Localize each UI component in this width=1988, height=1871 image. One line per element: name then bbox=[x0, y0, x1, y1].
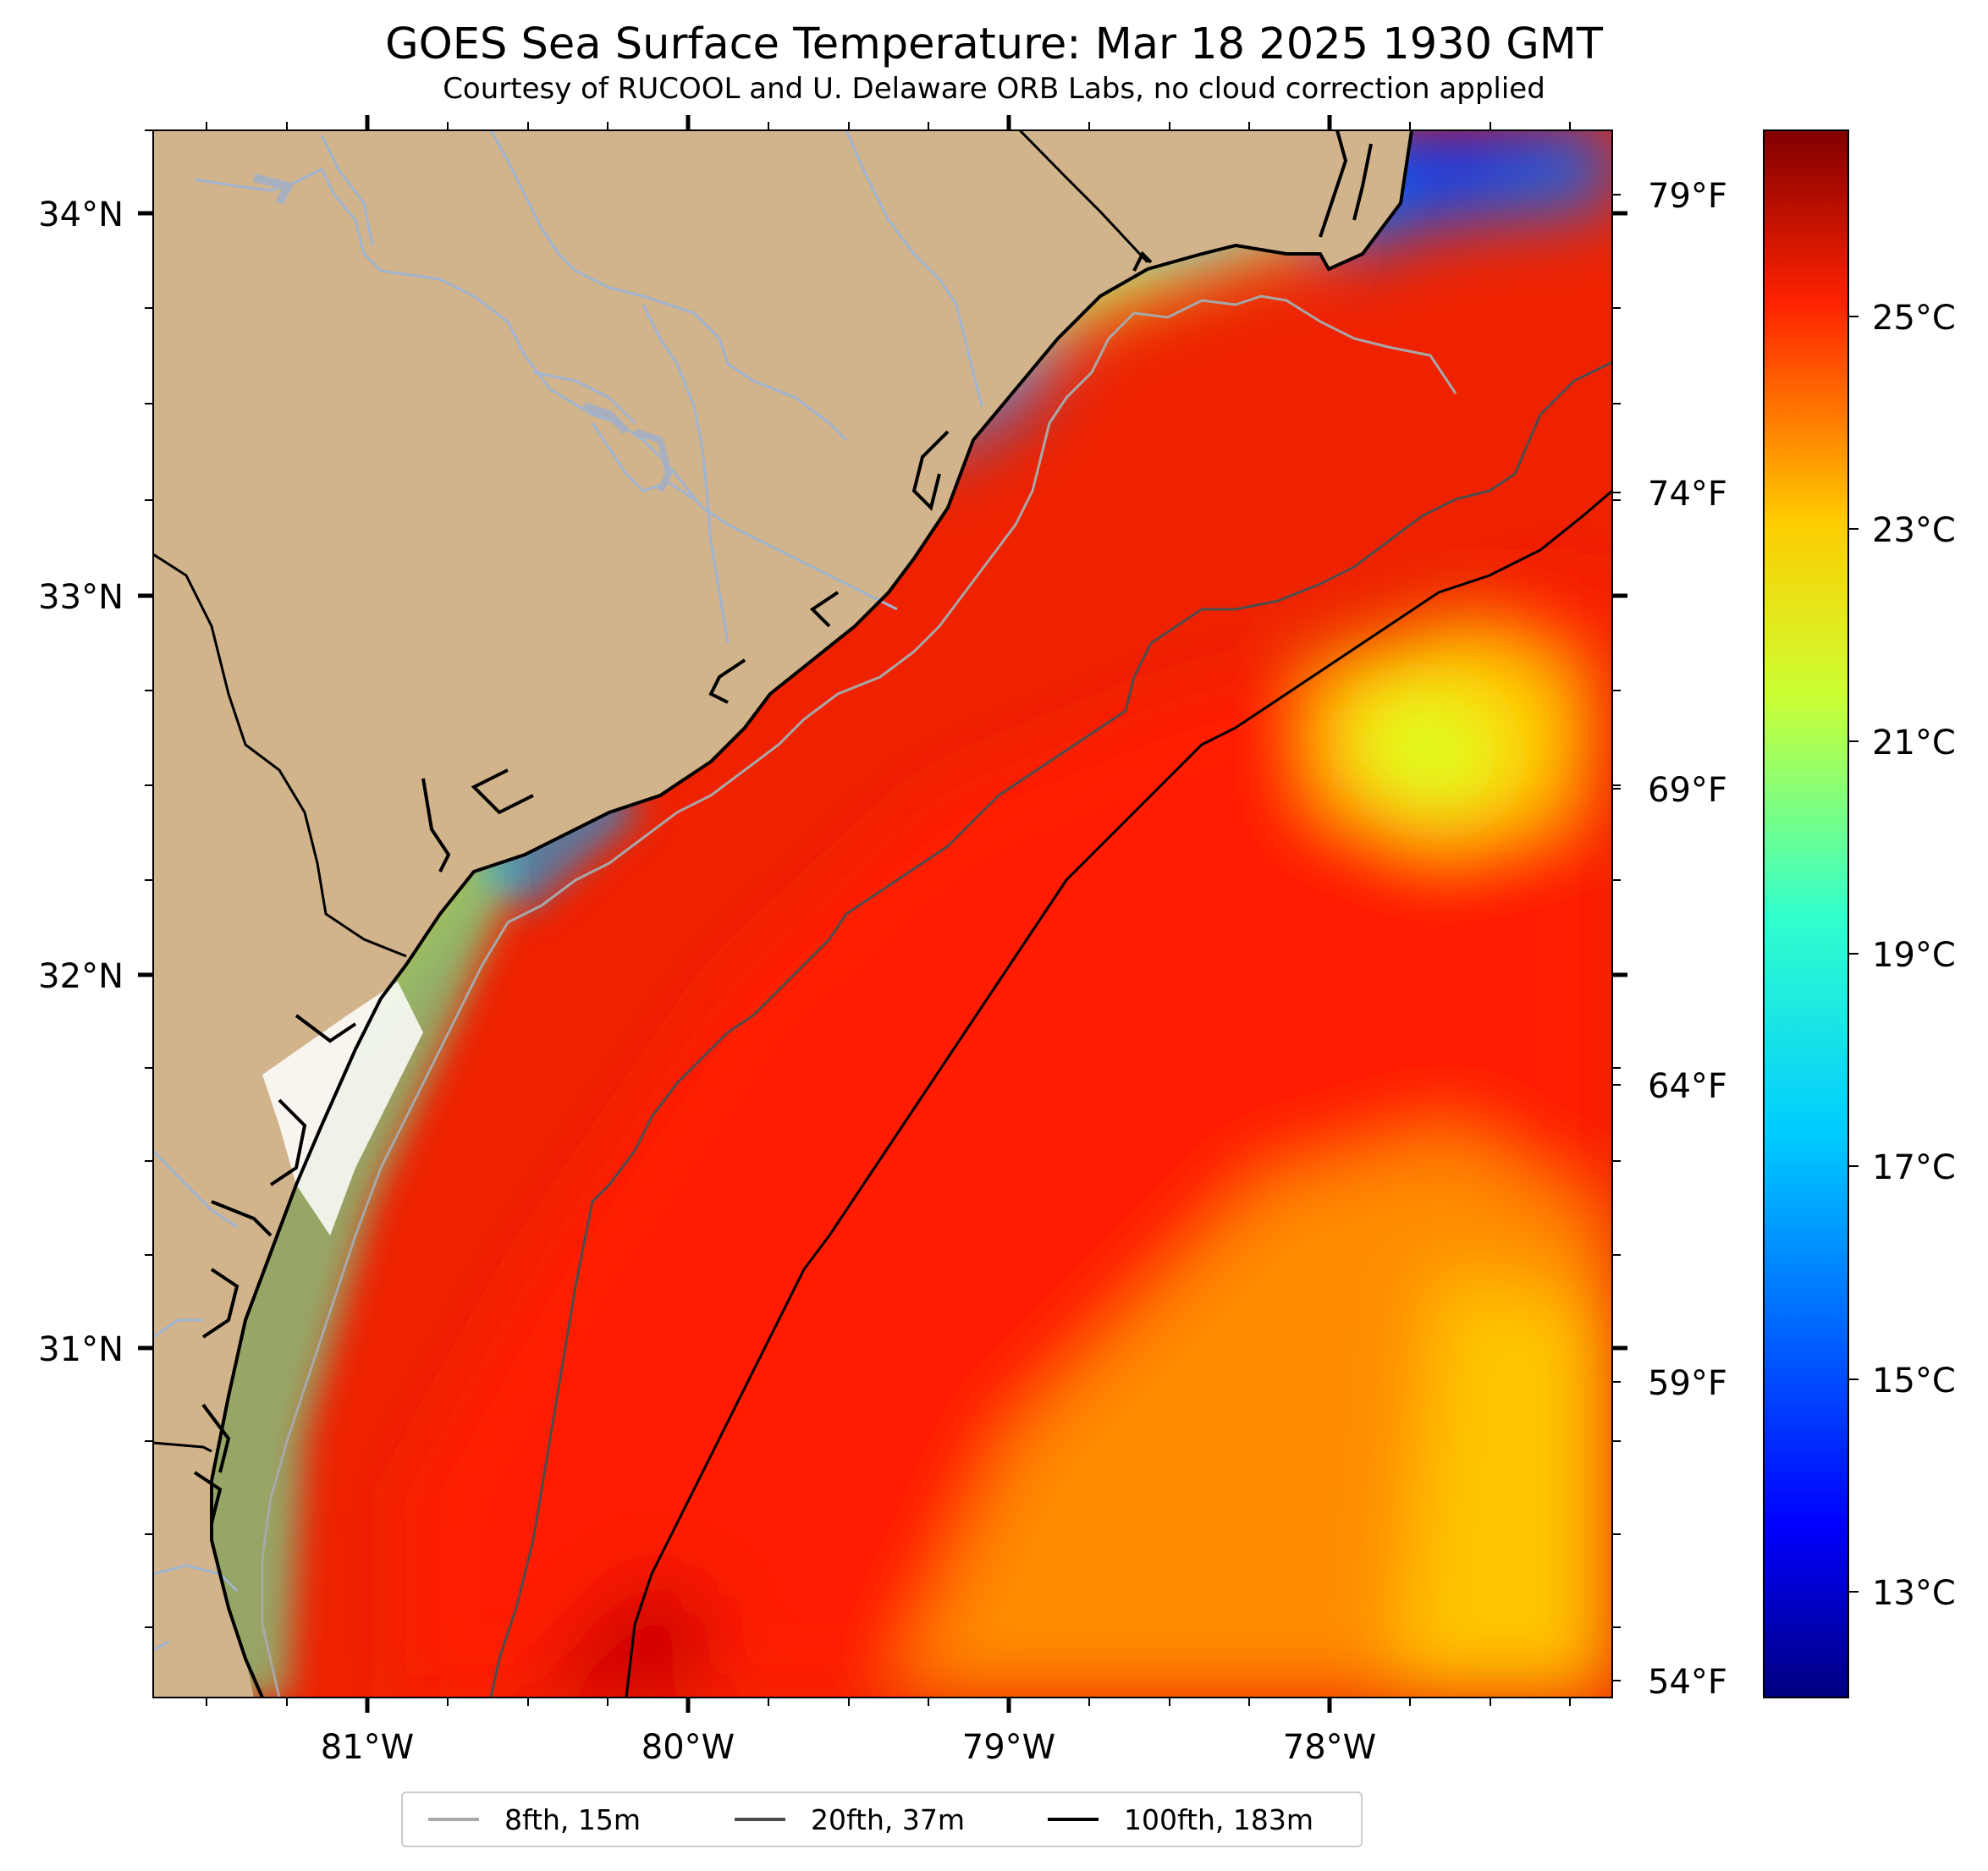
legend-label-100fth: 100fth, 183m bbox=[1124, 1802, 1313, 1836]
f-label-59: 59°F bbox=[1648, 1364, 1727, 1403]
cb-label-19c: 19°C bbox=[1872, 936, 1956, 975]
legend-label-8fth: 8fth, 15m bbox=[504, 1802, 642, 1836]
f-label-74: 74°F bbox=[1648, 475, 1727, 514]
fahrenheit-labels: 79°F 74°F 69°F 64°F 59°F 54°F bbox=[1648, 177, 1727, 1702]
lon-ticks bbox=[206, 115, 1571, 1713]
cb-label-15c: 15°C bbox=[1872, 1362, 1956, 1400]
colorbar-ticks bbox=[1848, 316, 1859, 1593]
f-label-79: 79°F bbox=[1648, 177, 1727, 216]
f-label-54: 54°F bbox=[1648, 1663, 1727, 1702]
bathymetry-contours bbox=[261, 294, 1612, 1698]
f-label-64: 64°F bbox=[1648, 1067, 1727, 1106]
lat-label-32n: 32°N bbox=[38, 957, 124, 996]
legend: 8fth, 15m 20fth, 37m 100fth, 183m bbox=[401, 1791, 1363, 1847]
lat-minor-ticks bbox=[145, 129, 1621, 1628]
chart-subtitle: Courtesy of RUCOOL and U. Delaware ORB L… bbox=[443, 72, 1545, 106]
lon-label-78w: 78°W bbox=[1283, 1728, 1376, 1767]
lon-label-79w: 79°W bbox=[962, 1728, 1055, 1767]
cb-label-13c: 13°C bbox=[1872, 1574, 1956, 1613]
legend-swatch-100fth bbox=[1048, 1818, 1099, 1821]
legend-label-20fth: 20fth, 37m bbox=[811, 1802, 965, 1836]
lon-label-81w: 81°W bbox=[321, 1728, 414, 1767]
chart-title: GOES Sea Surface Temperature: Mar 18 202… bbox=[385, 19, 1603, 69]
cb-label-23c: 23°C bbox=[1872, 511, 1956, 550]
contour-8fth bbox=[261, 294, 1457, 1698]
map-frame bbox=[152, 129, 1613, 1698]
lat-ticks bbox=[138, 129, 1627, 1628]
coastline bbox=[193, 130, 1413, 1698]
colorbar-labels: 25°C 23°C 21°C 19°C 17°C 15°C 13°C bbox=[1872, 299, 1956, 1613]
legend-swatch-20fth bbox=[735, 1818, 785, 1821]
state-borders bbox=[153, 130, 1149, 1453]
lat-label-33n: 33°N bbox=[38, 578, 124, 617]
f-label-69: 69°F bbox=[1648, 771, 1727, 810]
lon-minor-ticks bbox=[206, 122, 1571, 1706]
cb-label-25c: 25°C bbox=[1872, 299, 1956, 338]
contour-100fth bbox=[625, 489, 1612, 1698]
cb-label-17c: 17°C bbox=[1872, 1148, 1956, 1187]
colorbar bbox=[1763, 129, 1849, 1698]
lon-label-80w: 80°W bbox=[642, 1728, 735, 1767]
lon-tick-labels: 81°W 80°W 79°W 78°W bbox=[321, 1728, 1376, 1767]
legend-item-20fth: 20fth, 37m bbox=[735, 1793, 965, 1846]
contour-20fth bbox=[489, 360, 1612, 1698]
lat-label-31n: 31°N bbox=[38, 1330, 124, 1369]
fahrenheit-ticks bbox=[1612, 194, 1621, 1681]
lat-tick-labels: 34°N 33°N 32°N 31°N bbox=[38, 195, 124, 1369]
legend-item-8fth: 8fth, 15m bbox=[428, 1793, 641, 1846]
cb-label-21c: 21°C bbox=[1872, 724, 1956, 762]
legend-item-100fth: 100fth, 183m bbox=[1048, 1793, 1313, 1846]
lat-label-34n: 34°N bbox=[38, 195, 124, 234]
legend-swatch-8fth bbox=[428, 1818, 479, 1821]
rivers bbox=[153, 130, 983, 1652]
